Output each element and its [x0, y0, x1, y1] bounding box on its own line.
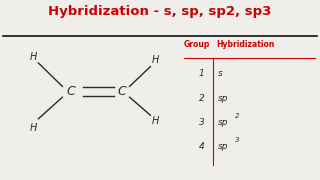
Text: Hybridization - s, sp, sp2, sp3: Hybridization - s, sp, sp2, sp3 — [48, 5, 272, 18]
Text: C: C — [66, 85, 75, 98]
Text: 3: 3 — [235, 137, 240, 143]
Text: 2: 2 — [199, 94, 205, 103]
Text: H: H — [151, 55, 159, 65]
Text: H: H — [151, 116, 159, 127]
Text: 2: 2 — [235, 113, 240, 119]
Text: C: C — [117, 85, 126, 98]
Text: 3: 3 — [199, 118, 205, 127]
Text: Group: Group — [183, 40, 210, 49]
Text: s: s — [218, 69, 222, 78]
Text: sp: sp — [218, 94, 228, 103]
Text: H: H — [30, 52, 37, 62]
Text: 4: 4 — [199, 142, 205, 151]
Text: sp: sp — [218, 142, 228, 151]
Text: H: H — [30, 123, 37, 133]
Text: sp: sp — [218, 118, 228, 127]
Text: 1: 1 — [199, 69, 205, 78]
Text: Hybridization: Hybridization — [216, 40, 274, 49]
